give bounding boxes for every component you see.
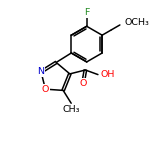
Text: O: O [42,85,49,94]
Text: OCH₃: OCH₃ [124,18,149,27]
Text: OH: OH [100,70,115,79]
Text: CH₃: CH₃ [62,105,80,114]
Text: N: N [38,67,45,76]
Text: F: F [84,8,89,17]
Text: O: O [79,79,87,88]
